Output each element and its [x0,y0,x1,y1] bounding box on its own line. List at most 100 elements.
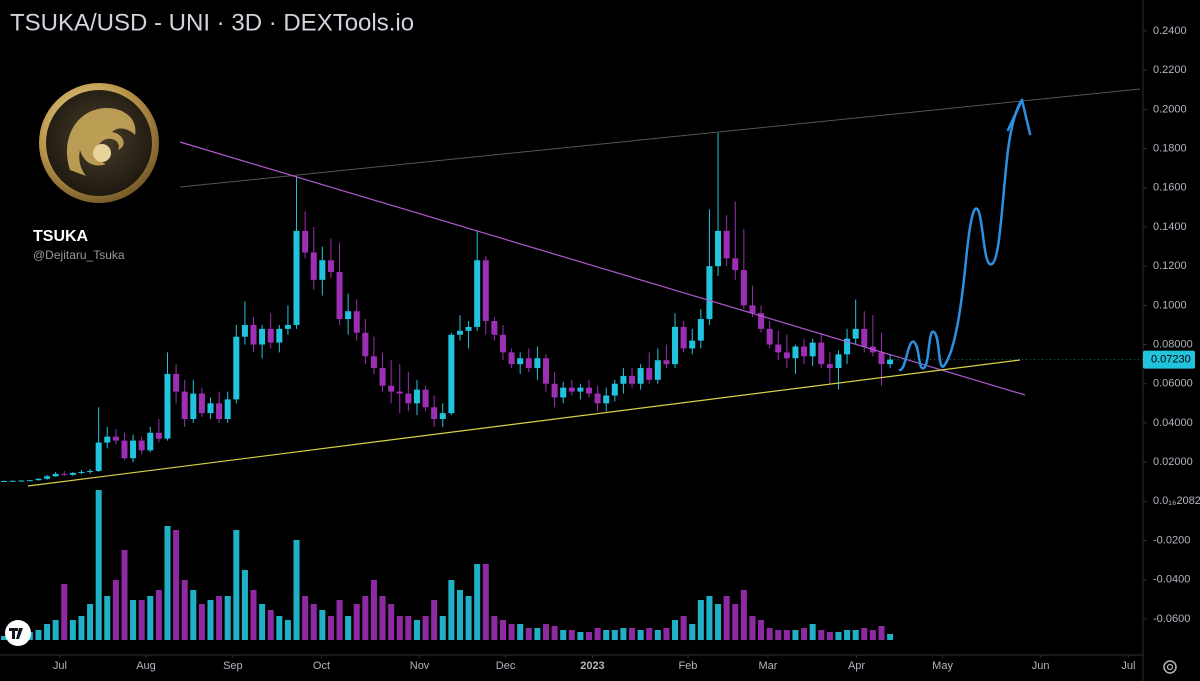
candle-body [456,330,463,335]
candle-body [732,258,739,271]
volume-bar [654,630,661,640]
volume-bar [826,632,833,640]
volume-bar [766,628,773,640]
candle-body [852,328,859,339]
candle-body [181,391,188,420]
candle-body [448,334,455,414]
candle-body [491,321,498,335]
candle-body [826,364,833,369]
volume-bar [680,616,687,640]
volume-bar [1,636,8,640]
volume-bar [585,632,593,640]
y-tick-label: 0.1800 [1153,142,1187,154]
candle-body [216,403,223,420]
candle-body [9,480,16,482]
candle-body [388,385,395,392]
volume-bar [525,628,532,640]
candle-body [302,230,309,253]
volume-bar [44,624,51,640]
volume-bar [672,620,679,640]
candle-body [69,472,76,475]
candle-body [250,324,257,345]
x-tick-label: Feb [678,660,697,672]
candle-body [878,352,885,365]
volume-bar [852,630,859,640]
y-tick-label: 0.1600 [1153,182,1187,194]
candles [1,132,894,482]
candle-body [345,311,352,320]
candle-body [95,442,102,471]
projection-arrow [898,98,1024,372]
candle-body [775,344,782,353]
x-tick-label: Sep [223,660,243,672]
settings-icon[interactable] [1163,660,1177,674]
volume-bar [629,628,636,640]
volume-bar [302,596,309,640]
volume-bar [431,600,438,640]
volume-bar [284,620,291,640]
candle-body [749,305,756,314]
y-tick-label: 0.1000 [1153,299,1187,311]
y-tick-label: -0.0600 [1153,613,1190,625]
volume-bar [749,616,756,640]
x-tick-label: Mar [758,660,777,672]
candle-body [233,336,240,400]
volume-bar [844,630,851,640]
volume-bar [276,616,283,640]
volume-bar [388,604,395,640]
volume-bar [61,584,68,640]
candle-body [517,358,524,365]
volume-bar [603,630,610,640]
candle-body [637,368,644,384]
x-tick-label: Jul [53,660,67,672]
volume-bar [560,630,567,640]
volume-bar [267,610,274,640]
last-price-label: 0.07230 [1151,354,1191,366]
candle-body [474,260,481,327]
candle-body [112,436,119,441]
resistance-line [179,141,1026,396]
volume-bar [809,624,816,640]
volume-bar [611,630,618,640]
volume-bar [345,616,352,640]
volume-bar [758,620,765,640]
candle-body [723,230,730,259]
volume-bar [456,590,463,640]
candle-body [611,383,618,396]
volume-bar [542,624,550,640]
volume-pane [1,490,894,640]
x-tick-label: Dec [496,660,516,672]
candle-body [327,260,334,273]
volume-bar [52,620,59,640]
volume-bar [405,616,412,640]
candle-body [198,393,205,414]
candle-body [465,326,472,331]
volume-bar [224,596,231,640]
candle-body [362,332,369,357]
volume-bar [327,616,334,640]
candle-body [190,393,197,420]
logo [39,83,159,203]
y-tick-label: -0.0400 [1153,574,1190,586]
volume-bar [887,634,894,640]
x-tick-label: Jun [1032,660,1050,672]
candle-body [844,338,851,355]
candle-body [207,403,214,414]
volume-bar [715,604,722,640]
candle-body [758,313,765,329]
candle-body [766,328,773,345]
volume-bar [35,630,42,640]
volume-bar [198,604,205,640]
candle-body [783,352,790,359]
volume-bar [835,632,842,640]
candle-body [61,473,68,475]
volume-bar [869,630,876,640]
candle-body [594,393,601,404]
volume-bar [775,630,782,640]
candle-body [646,368,653,380]
volume-bar [138,600,145,640]
candle-body [551,383,558,398]
candle-body [439,413,446,420]
volume-bar [517,624,524,640]
candle-body [284,324,291,329]
